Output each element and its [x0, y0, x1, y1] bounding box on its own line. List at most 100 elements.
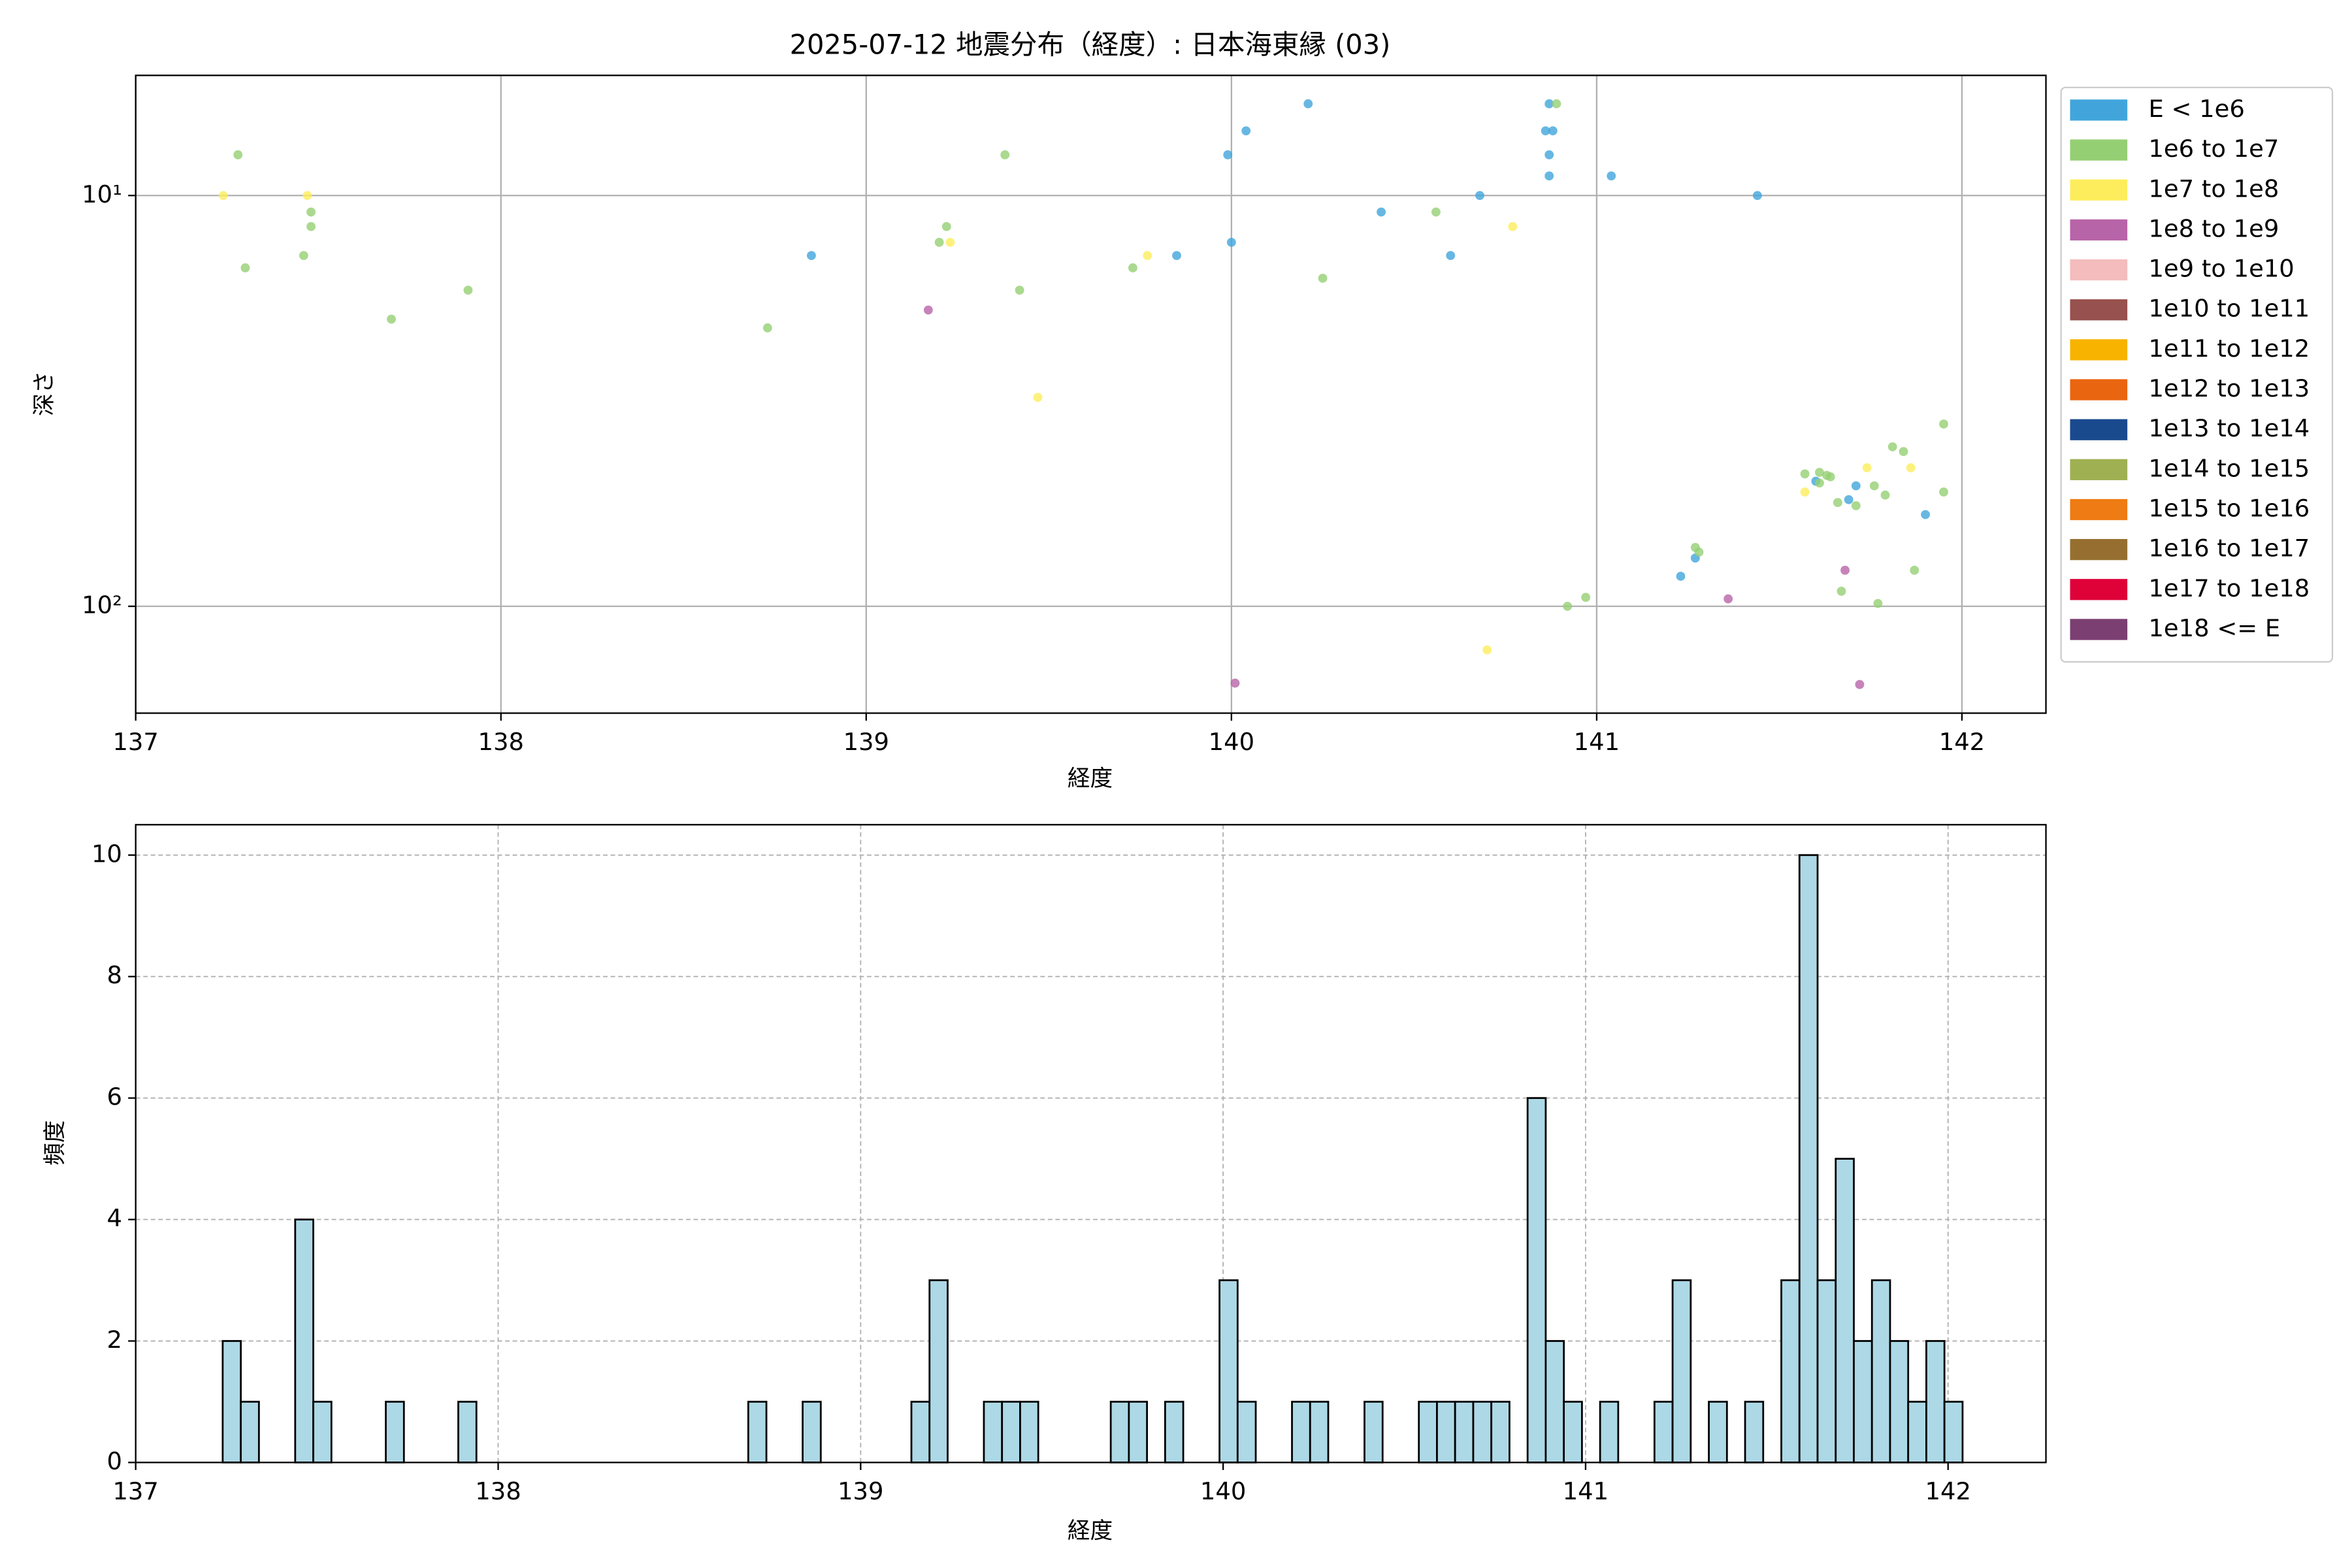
y-tick-label: 4 — [106, 1204, 122, 1232]
histogram-bar — [1019, 1401, 1039, 1463]
scatter-point — [1752, 191, 1762, 201]
legend-label: E < 1e6 — [2148, 95, 2244, 123]
histogram-bar — [294, 1218, 314, 1463]
chart-title: 2025-07-12 地震分布（経度）: 日本海東縁 (03) — [790, 29, 1391, 61]
histogram-bar — [1744, 1401, 1765, 1463]
histogram-bar — [1708, 1401, 1728, 1463]
scatter-point — [1825, 472, 1835, 482]
histogram-bar — [1563, 1401, 1583, 1463]
histogram-bar — [1418, 1401, 1438, 1463]
scatter-point — [1840, 565, 1850, 575]
histogram-bar — [1309, 1401, 1330, 1463]
legend-label: 1e16 to 1e17 — [2148, 534, 2310, 563]
legend-label: 1e15 to 1e16 — [2148, 495, 2310, 523]
scatter-point — [1833, 498, 1842, 508]
scatter-point — [934, 237, 944, 247]
histogram-bar — [1109, 1401, 1130, 1463]
scatter-point — [1303, 99, 1313, 108]
y-tick-label: 10² — [82, 591, 122, 619]
legend-label: 1e10 to 1e11 — [2148, 295, 2310, 323]
histogram-bar — [1001, 1401, 1021, 1463]
scatter-point — [1906, 463, 1916, 472]
scatter-point — [1475, 191, 1484, 201]
histogram-bar — [1599, 1401, 1620, 1463]
histogram-bar — [802, 1401, 822, 1463]
y-tick-label: 0 — [106, 1447, 122, 1475]
legend-label: 1e18 <= E — [2148, 614, 2280, 642]
scatter-point — [762, 323, 772, 333]
scatter-point — [1552, 99, 1561, 108]
legend-swatch — [2070, 179, 2128, 201]
x-tick-label: 137 — [112, 1477, 158, 1505]
scatter-point — [1800, 469, 1810, 479]
scatter-point — [1815, 468, 1824, 477]
scatter-point — [1869, 481, 1879, 491]
histogram-bar — [1164, 1401, 1184, 1463]
y-tick-label: 8 — [106, 961, 122, 989]
scatter-point — [1143, 251, 1152, 261]
scatter-point — [1508, 221, 1518, 231]
y-tick-label: 6 — [106, 1083, 122, 1111]
scatter-point — [299, 251, 308, 261]
x-tick-label: 141 — [1563, 1477, 1609, 1505]
histogram-bar — [983, 1401, 1004, 1463]
y-tick-label: 10¹ — [82, 180, 122, 208]
scatter-point — [1851, 501, 1861, 510]
histogram-bar — [457, 1401, 478, 1463]
legend-label: 1e13 to 1e14 — [2148, 414, 2310, 442]
scatter-point — [1172, 251, 1181, 261]
scatter-point — [1815, 478, 1824, 488]
legend-swatch — [2070, 219, 2128, 241]
scatter-point — [1694, 547, 1704, 557]
y-tick-label: 2 — [106, 1326, 122, 1354]
x-tick-label: 141 — [1574, 728, 1620, 756]
legend-label: 1e8 to 1e9 — [2148, 214, 2279, 242]
histogram-bar — [1472, 1401, 1493, 1463]
legend-swatch — [2070, 579, 2128, 600]
scatter-point — [1800, 487, 1810, 497]
histogram-bar — [1853, 1340, 1873, 1463]
histogram-bar — [1907, 1401, 1927, 1463]
x-tick-label: 139 — [843, 728, 889, 756]
histogram-bar — [747, 1401, 768, 1463]
y-axis-label: 頻度 — [42, 1120, 68, 1166]
scatter-point — [1862, 463, 1872, 472]
scatter-point — [306, 221, 316, 231]
x-tick-label: 138 — [475, 1477, 521, 1505]
scatter-point — [1887, 442, 1897, 451]
scatter-point — [1226, 237, 1236, 247]
x-axis-label: 経度 — [1068, 1518, 1113, 1544]
histogram-bar — [1671, 1279, 1692, 1463]
histogram-bar — [1544, 1340, 1565, 1463]
legend-swatch — [2070, 259, 2128, 281]
scatter-point — [1000, 150, 1010, 159]
histogram-bar — [928, 1279, 949, 1463]
histogram-bar — [312, 1401, 333, 1463]
scatter-point — [1921, 510, 1930, 519]
histogram-bar — [385, 1401, 405, 1463]
histogram-bar — [1798, 854, 1819, 1463]
scatter-point — [1544, 99, 1554, 108]
scatter-point — [1128, 263, 1137, 272]
scatter-point — [941, 221, 951, 231]
histogram-bar — [1835, 1158, 1855, 1463]
legend-swatch — [2070, 498, 2128, 521]
scatter-point — [1880, 490, 1890, 500]
scatter-point — [1544, 171, 1554, 181]
scatter-point — [1446, 251, 1456, 261]
legend-swatch — [2070, 299, 2128, 321]
histogram-bar — [1436, 1401, 1456, 1463]
histogram-bar — [1943, 1401, 1964, 1463]
scatter-point — [1607, 171, 1616, 181]
scatter-point — [233, 150, 243, 159]
legend-label: 1e6 to 1e7 — [2148, 135, 2279, 163]
legend-swatch — [2070, 539, 2128, 561]
scatter-point — [1223, 150, 1233, 159]
scatter-point — [1563, 602, 1573, 611]
histogram-bar — [1454, 1401, 1475, 1463]
legend-label: 1e11 to 1e12 — [2148, 335, 2310, 363]
scatter-point — [218, 191, 228, 201]
legend-swatch — [2070, 99, 2128, 121]
scatter-point — [1910, 565, 1919, 575]
